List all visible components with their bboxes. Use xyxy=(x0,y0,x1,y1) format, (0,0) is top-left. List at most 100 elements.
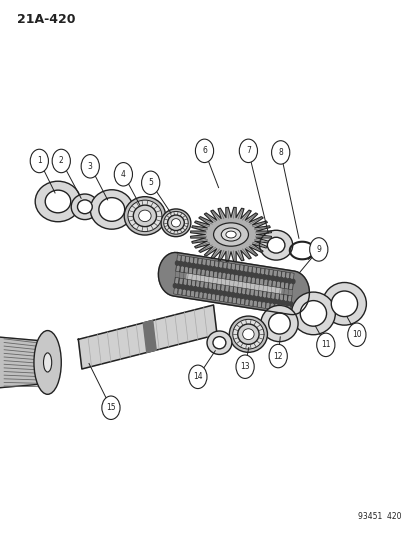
Circle shape xyxy=(30,149,48,173)
Ellipse shape xyxy=(299,301,326,326)
Circle shape xyxy=(291,279,294,284)
Circle shape xyxy=(217,268,220,272)
Polygon shape xyxy=(184,256,189,273)
Circle shape xyxy=(274,277,278,281)
Polygon shape xyxy=(282,295,287,312)
Circle shape xyxy=(206,289,210,293)
Circle shape xyxy=(347,323,365,346)
Polygon shape xyxy=(187,264,280,303)
Polygon shape xyxy=(228,286,233,303)
Polygon shape xyxy=(280,271,285,288)
Circle shape xyxy=(273,300,276,304)
Circle shape xyxy=(271,141,289,164)
Polygon shape xyxy=(217,261,223,279)
Polygon shape xyxy=(225,263,231,280)
Circle shape xyxy=(284,278,287,282)
Text: 13: 13 xyxy=(240,362,249,371)
Polygon shape xyxy=(213,261,218,278)
Text: 9: 9 xyxy=(316,245,320,254)
Polygon shape xyxy=(206,282,212,300)
Text: 1: 1 xyxy=(37,157,42,165)
Polygon shape xyxy=(196,258,202,275)
Circle shape xyxy=(195,139,213,163)
Circle shape xyxy=(243,295,246,299)
Circle shape xyxy=(185,285,188,289)
Ellipse shape xyxy=(35,181,81,222)
Circle shape xyxy=(281,301,285,305)
Circle shape xyxy=(52,149,70,173)
Circle shape xyxy=(175,261,178,265)
Ellipse shape xyxy=(71,194,98,220)
Polygon shape xyxy=(263,269,268,286)
Circle shape xyxy=(287,279,290,283)
Ellipse shape xyxy=(43,353,52,372)
Ellipse shape xyxy=(225,231,235,238)
Circle shape xyxy=(235,293,238,297)
Circle shape xyxy=(223,292,226,296)
Circle shape xyxy=(204,265,208,270)
Circle shape xyxy=(222,292,225,296)
Circle shape xyxy=(268,298,271,303)
Polygon shape xyxy=(232,287,237,304)
Ellipse shape xyxy=(268,313,290,334)
Circle shape xyxy=(269,299,272,303)
Circle shape xyxy=(253,273,256,278)
Circle shape xyxy=(179,262,183,266)
Polygon shape xyxy=(230,263,235,280)
Polygon shape xyxy=(251,266,256,284)
Circle shape xyxy=(259,274,262,278)
Circle shape xyxy=(240,294,243,298)
Circle shape xyxy=(276,300,280,304)
Circle shape xyxy=(180,285,183,289)
Ellipse shape xyxy=(229,316,267,352)
Polygon shape xyxy=(271,270,277,287)
Circle shape xyxy=(207,266,211,270)
Polygon shape xyxy=(269,293,275,310)
Circle shape xyxy=(198,287,201,292)
Polygon shape xyxy=(288,273,293,290)
Circle shape xyxy=(114,163,132,186)
Polygon shape xyxy=(219,285,225,302)
Text: 6: 6 xyxy=(202,147,206,155)
Circle shape xyxy=(178,262,182,266)
Circle shape xyxy=(173,284,176,288)
Ellipse shape xyxy=(128,200,161,232)
Circle shape xyxy=(270,276,273,280)
Circle shape xyxy=(275,277,278,281)
Ellipse shape xyxy=(232,319,263,349)
Polygon shape xyxy=(242,265,247,282)
Circle shape xyxy=(213,267,216,271)
Ellipse shape xyxy=(133,205,156,227)
Polygon shape xyxy=(236,287,241,304)
Text: 8: 8 xyxy=(278,148,282,157)
Ellipse shape xyxy=(34,330,61,394)
Polygon shape xyxy=(158,253,309,314)
Polygon shape xyxy=(259,268,264,285)
Polygon shape xyxy=(267,269,273,286)
Circle shape xyxy=(211,267,215,271)
Polygon shape xyxy=(204,260,210,277)
Circle shape xyxy=(288,279,291,283)
Circle shape xyxy=(209,266,212,271)
Polygon shape xyxy=(286,295,291,312)
Circle shape xyxy=(225,269,228,273)
Polygon shape xyxy=(275,271,281,288)
Text: 15: 15 xyxy=(106,403,116,412)
Ellipse shape xyxy=(206,331,231,354)
Polygon shape xyxy=(265,292,271,309)
Circle shape xyxy=(282,278,286,282)
Circle shape xyxy=(81,155,99,178)
Polygon shape xyxy=(261,291,266,308)
Circle shape xyxy=(239,139,257,163)
Circle shape xyxy=(252,296,256,301)
Polygon shape xyxy=(190,207,271,262)
Circle shape xyxy=(244,295,247,299)
Text: 10: 10 xyxy=(351,330,361,339)
Polygon shape xyxy=(194,281,199,298)
Text: 12: 12 xyxy=(273,352,282,360)
Circle shape xyxy=(192,264,195,268)
Circle shape xyxy=(230,293,234,297)
Polygon shape xyxy=(255,268,260,285)
Polygon shape xyxy=(253,290,258,307)
Circle shape xyxy=(190,286,193,290)
